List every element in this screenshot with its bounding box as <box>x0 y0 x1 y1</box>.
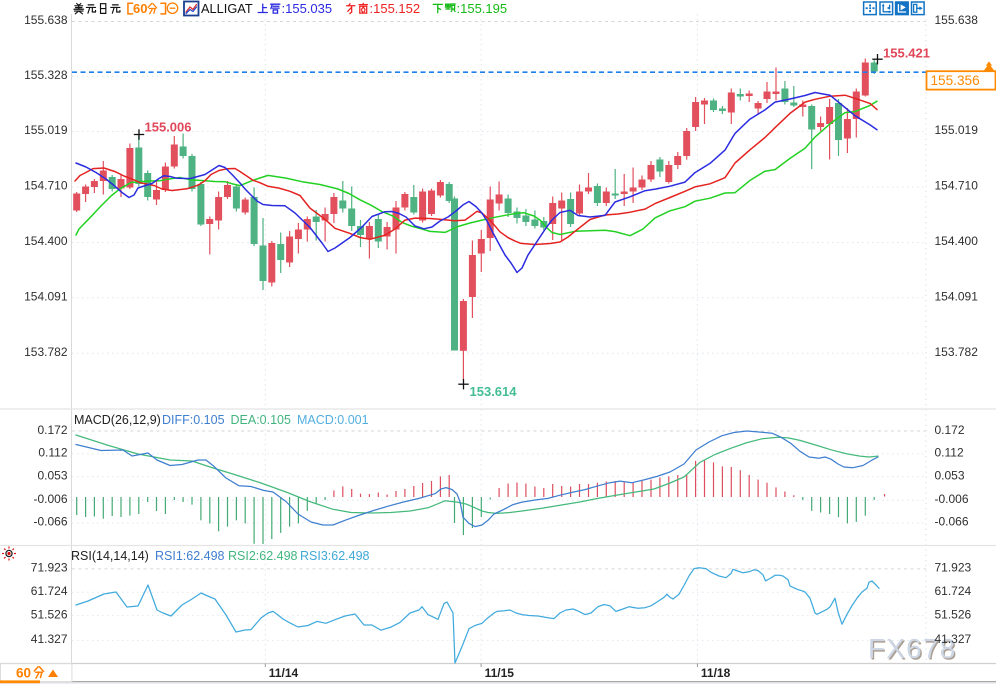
svg-text:154.091: 154.091 <box>935 290 979 304</box>
svg-text:51.526: 51.526 <box>935 607 972 621</box>
svg-text:154.400: 154.400 <box>24 234 68 248</box>
svg-text::155.035: :155.035 <box>282 1 333 16</box>
svg-text:FX678: FX678 <box>868 633 957 664</box>
svg-text:-0.006: -0.006 <box>935 492 969 506</box>
svg-text:155.638: 155.638 <box>935 13 979 27</box>
svg-text:RSI2:62.498: RSI2:62.498 <box>228 549 298 563</box>
svg-text:155.421: 155.421 <box>883 46 930 61</box>
svg-text:0.053: 0.053 <box>37 468 67 482</box>
svg-text:11/18: 11/18 <box>701 666 731 680</box>
svg-text:0.172: 0.172 <box>935 423 965 437</box>
svg-text:154.400: 154.400 <box>935 234 979 248</box>
svg-text:ALLIGAT: ALLIGAT <box>201 1 253 16</box>
svg-text:153.782: 153.782 <box>935 345 979 359</box>
svg-text:51.526: 51.526 <box>31 607 68 621</box>
svg-text:153.614: 153.614 <box>470 384 518 399</box>
svg-text:153.782: 153.782 <box>24 345 68 359</box>
svg-text:-0.066: -0.066 <box>33 515 67 529</box>
svg-text::155.152: :155.152 <box>370 1 421 16</box>
svg-text:-0.066: -0.066 <box>935 515 969 529</box>
svg-text:11/15: 11/15 <box>485 666 515 680</box>
svg-text:61.724: 61.724 <box>31 584 68 598</box>
svg-text:0.053: 0.053 <box>935 468 965 482</box>
svg-text:154.710: 154.710 <box>24 179 68 193</box>
svg-text:71.923: 71.923 <box>31 561 68 575</box>
svg-text:155.006: 155.006 <box>145 120 192 135</box>
svg-text:RSI1:62.498: RSI1:62.498 <box>155 549 225 563</box>
svg-text:RSI(14,14,14): RSI(14,14,14) <box>71 549 149 563</box>
svg-text:-0.006: -0.006 <box>33 492 67 506</box>
svg-text:155.356: 155.356 <box>931 73 980 88</box>
svg-text:MACD(26,12,9): MACD(26,12,9) <box>74 413 161 427</box>
svg-text:DEA:0.105: DEA:0.105 <box>231 413 292 427</box>
svg-text:11/14: 11/14 <box>269 666 299 680</box>
svg-text:155.019: 155.019 <box>24 123 68 137</box>
svg-text:41.327: 41.327 <box>31 632 68 646</box>
svg-text:DIFF:0.105: DIFF:0.105 <box>162 413 225 427</box>
svg-text:61.724: 61.724 <box>935 584 972 598</box>
svg-text:RSI3:62.498: RSI3:62.498 <box>300 549 370 563</box>
svg-text:0.172: 0.172 <box>37 423 67 437</box>
svg-text:60: 60 <box>133 1 147 16</box>
svg-text:0.112: 0.112 <box>38 446 67 460</box>
svg-text:154.710: 154.710 <box>935 179 979 193</box>
svg-text:155.019: 155.019 <box>935 123 979 137</box>
svg-text:155.638: 155.638 <box>24 13 68 27</box>
svg-text:0.112: 0.112 <box>935 446 964 460</box>
svg-text:FX678: FX678 <box>869 634 958 665</box>
svg-text:60: 60 <box>16 666 31 681</box>
svg-text:71.923: 71.923 <box>935 561 972 575</box>
svg-text::155.195: :155.195 <box>457 1 508 16</box>
svg-text:155.328: 155.328 <box>24 68 68 82</box>
svg-text:MACD:0.001: MACD:0.001 <box>297 413 369 427</box>
svg-text:41.327: 41.327 <box>935 632 972 646</box>
svg-text:154.091: 154.091 <box>24 290 68 304</box>
